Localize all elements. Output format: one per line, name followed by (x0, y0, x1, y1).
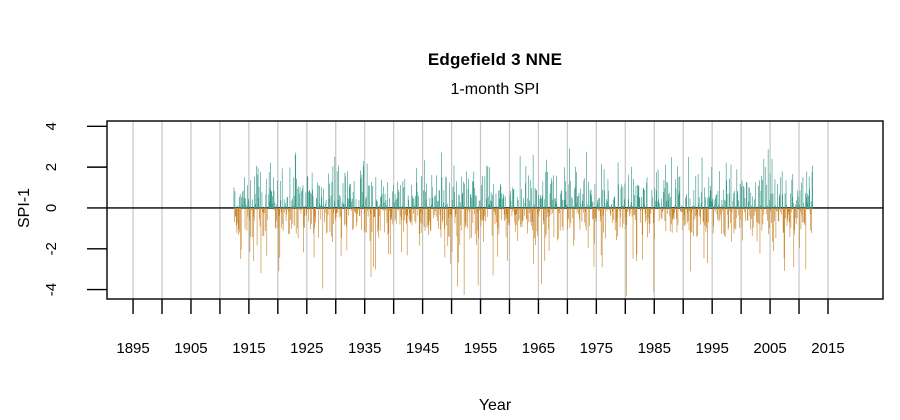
x-tick-label: 1915 (232, 340, 265, 357)
y-tick-label: -4 (43, 283, 60, 296)
x-tick-label: 1895 (116, 340, 149, 357)
x-tick-label: 1975 (580, 340, 613, 357)
spi-negative-bars (234, 207, 812, 296)
spi-positive-bars (233, 148, 813, 208)
x-tick-label: 2015 (811, 340, 844, 357)
x-tick-label: 2005 (753, 340, 786, 357)
x-tick-label: 1945 (406, 340, 439, 357)
x-axis-label: Year (478, 397, 512, 414)
x-tick-label: 1905 (174, 340, 207, 357)
y-tick-label: 2 (43, 163, 60, 171)
x-tick-label: 1985 (638, 340, 671, 357)
y-tick-label: 4 (43, 122, 60, 130)
x-tick-label: 1925 (290, 340, 323, 357)
y-tick-label: 0 (43, 204, 60, 212)
chart-subtitle: 1-month SPI (450, 81, 540, 98)
x-tick-label: 1955 (464, 340, 497, 357)
x-tick-label: 1965 (522, 340, 555, 357)
plot-box (106, 120, 884, 300)
y-tick-label: -2 (43, 242, 60, 255)
x-tick-label: 1935 (348, 340, 381, 357)
chart-title: Edgefield 3 NNE (427, 50, 563, 69)
x-tick-label: 1995 (695, 340, 728, 357)
